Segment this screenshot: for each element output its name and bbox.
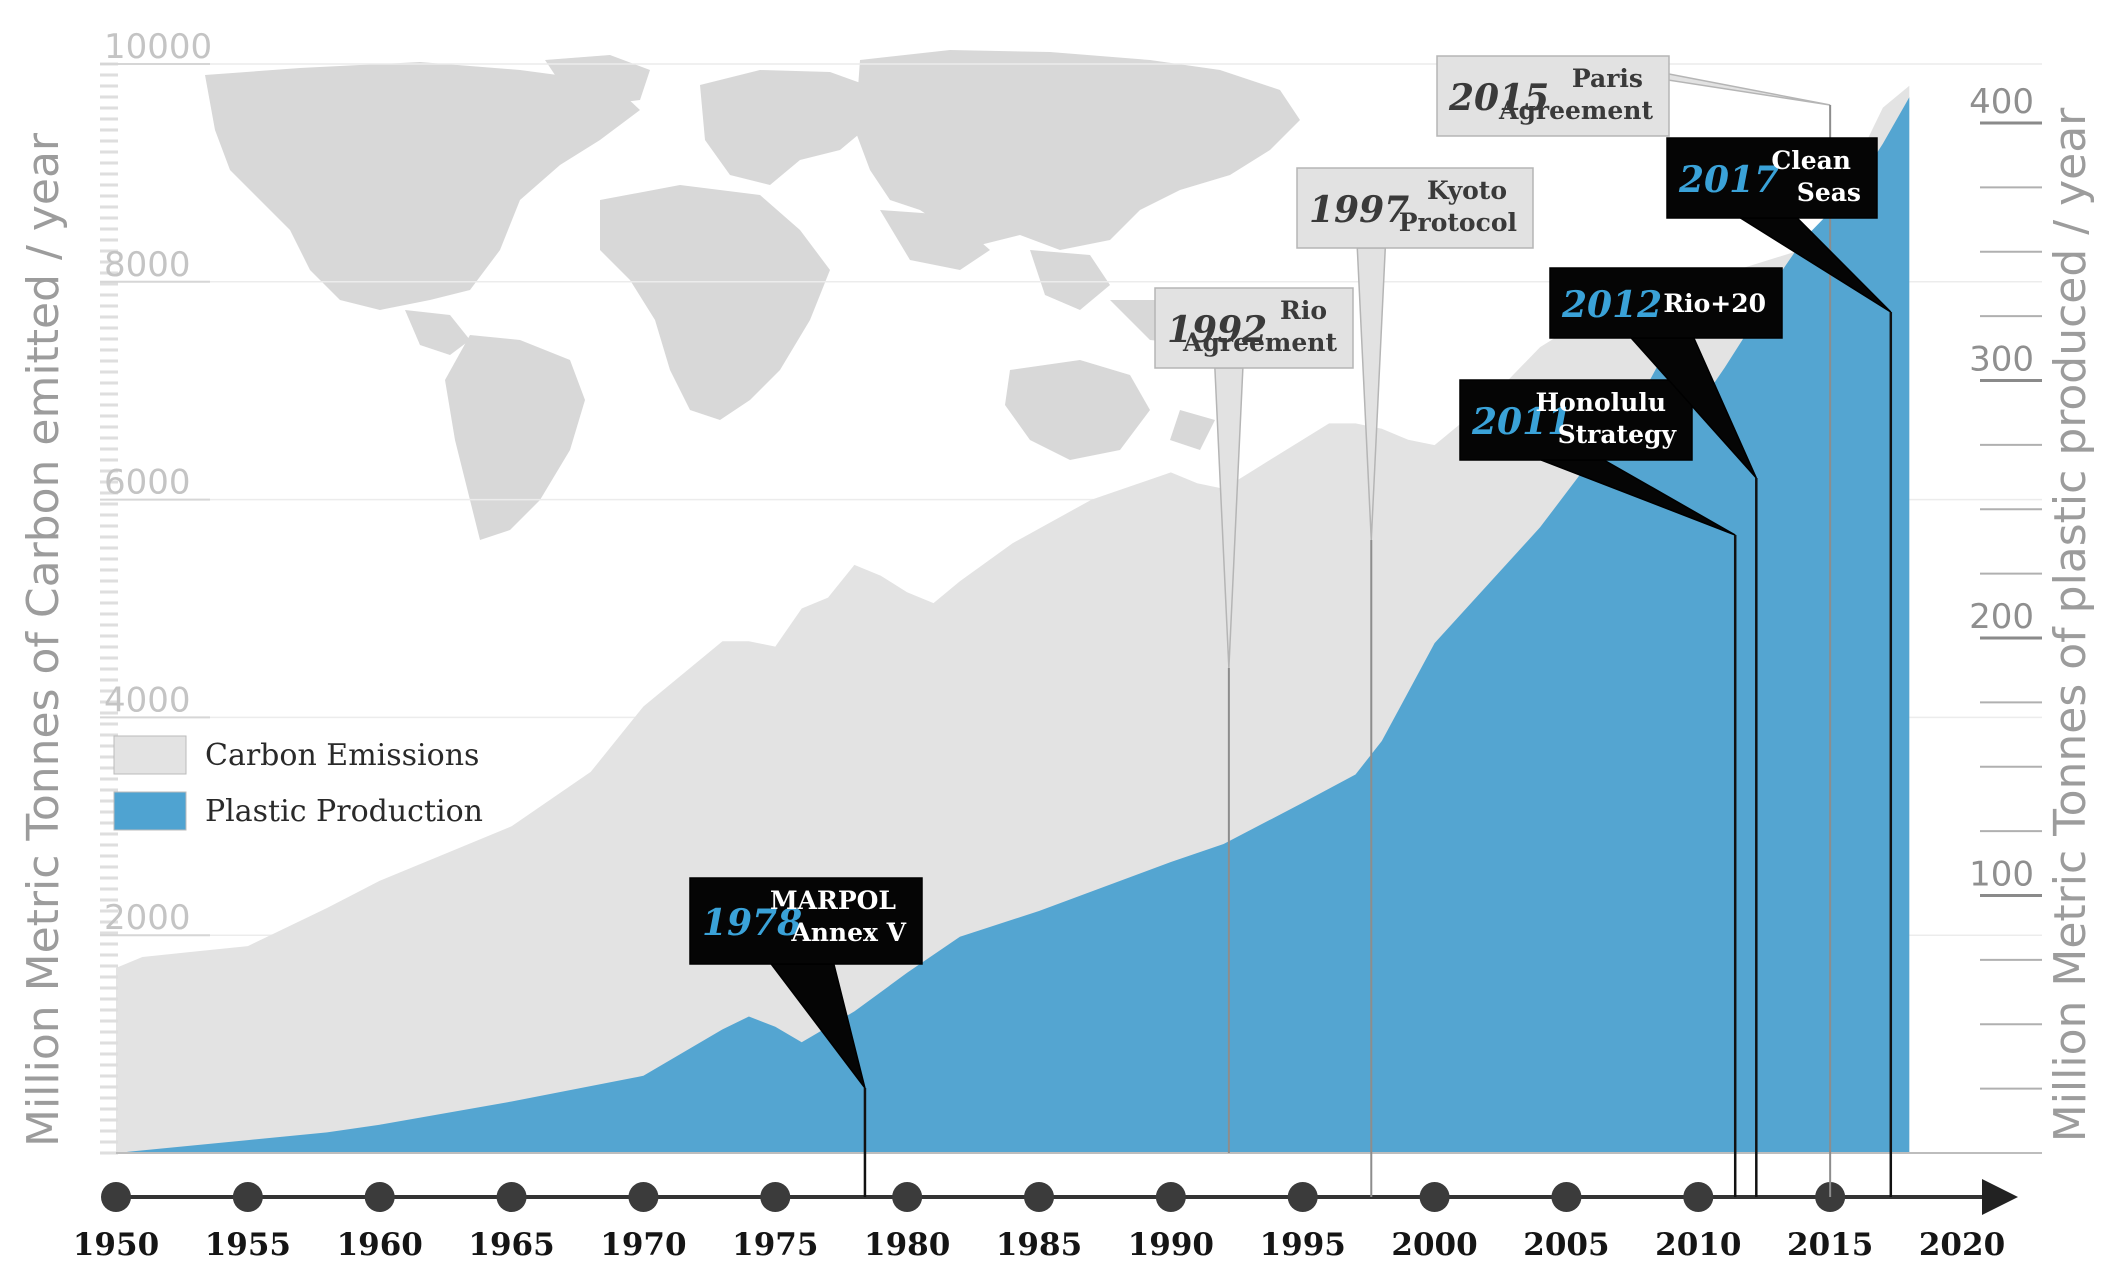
event-label: Seas [1797,178,1861,207]
callout-box [1296,167,1534,249]
x-tick-label: 1950 [73,1227,159,1263]
x-tick-label: 1960 [337,1227,423,1263]
x-tick-label: 1990 [1128,1227,1214,1263]
y2-tick-label: 100 [1969,855,2034,895]
world-map-landmass [405,310,470,355]
callout-box [1549,267,1783,339]
event-callout-2012: 2012 Rio+20 [1549,267,1783,1197]
event-label: Honolulu [1536,388,1667,417]
timeline-dot [1419,1182,1450,1212]
world-map-landmass [1170,410,1215,450]
x-tick-label: 2005 [1523,1227,1609,1263]
timeline-dot [232,1182,263,1212]
event-label: Rio+20 [1663,289,1766,318]
event-label: Strategy [1558,420,1678,449]
world-map-landmass [700,70,880,185]
event-label: Rio [1280,296,1327,325]
legend-label: Plastic Production [205,794,483,829]
legend-label: Carbon Emissions [205,738,479,773]
event-label: Annex V [790,918,906,947]
event-year: 1978 [702,902,802,944]
event-year: 2012 [1561,284,1662,326]
world-map-landmass [1030,250,1110,310]
world-map-landmass [205,62,640,310]
y-tick-label: 2000 [104,898,191,938]
world-map-landmass [855,50,1300,250]
event-callout-2015: 2015 Paris Agreement [1436,55,1832,1197]
x-tick-label: 1995 [1260,1227,1346,1263]
y-tick-label: 6000 [104,463,191,503]
event-callout-1992: 1992 Rio Agreement [1154,287,1354,1153]
timeline-arrow-icon [1982,1179,2018,1215]
event-year: 2015 [1448,77,1549,119]
y2-axis-title: Million Metric Tonnes of plastic produce… [2045,107,2096,1142]
timeline-dot [760,1182,791,1212]
x-tick-label: 1955 [205,1227,291,1263]
axes: 2000 4000 6000 8000 10000 100 200 300 400 1950 195… [73,27,2042,1263]
event-label: Protocol [1399,208,1517,237]
timeline-dot [101,1182,131,1212]
axis-titles: Million Metric Tonnes of Carbon emitted … [18,107,2096,1147]
event-year: 2011 [1471,401,1572,443]
callout-box [1436,55,1670,137]
event-year: 1992 [1167,309,1267,351]
y-tick-label: 8000 [104,245,191,285]
timeline-dot [496,1182,527,1212]
legend-swatch [113,735,187,775]
x-tick-label: 1975 [732,1227,818,1263]
event-label: Agreement [1498,96,1653,125]
callout-box [1666,137,1878,219]
event-label: Kyoto [1427,176,1507,205]
event-callout-1997: 1997 Kyoto Protocol [1296,167,1534,1197]
timeline-dot [628,1182,659,1212]
event-label: Paris [1572,64,1643,93]
event-year: 2017 [1678,159,1779,201]
event-label: Agreement [1182,328,1337,357]
x-tick-label: 1985 [996,1227,1082,1263]
x-tick-label: 1970 [600,1227,686,1263]
timeline-dot [364,1182,395,1212]
plot-areas [116,85,1910,1153]
y2-tick-label: 200 [1969,597,2034,637]
timeline-dot [1551,1182,1582,1212]
x-tick-label: 2020 [1919,1227,2005,1263]
legend: Carbon Emissions Plastic Production [113,735,483,831]
timeline-dot [1683,1182,1714,1212]
world-map-landmass [880,210,990,270]
y-tick-label: 4000 [104,680,191,720]
plastic-production-area [116,97,1910,1153]
timeline-dot [892,1182,923,1212]
world-map-landmass [600,185,830,420]
y2-tick-label: 300 [1969,340,2034,380]
world-map-landmass [545,55,650,105]
x-tick-label: 1965 [468,1227,554,1263]
event-label: MARPOL [770,886,896,915]
callout-box [1459,379,1693,461]
event-label: Clean [1771,146,1851,175]
x-tick-label: 2000 [1391,1227,1477,1263]
y-axis-title: Million Metric Tonnes of Carbon emitted … [18,132,69,1147]
callout-box [689,877,923,965]
world-map-landmass [1005,360,1150,460]
x-tick-label: 2015 [1787,1227,1873,1263]
timeline-dot [1287,1182,1318,1212]
timeline-dot [1024,1182,1054,1212]
event-year: 1997 [1309,189,1409,231]
y-tick-label: 10000 [104,27,212,67]
x-tick-label: 2010 [1655,1227,1741,1263]
callout-box [1154,287,1354,369]
legend-swatch [113,791,187,831]
y2-tick-label: 400 [1969,82,2034,122]
world-map-silhouette [205,50,1300,540]
x-tick-label: 1980 [864,1227,950,1263]
timeline-dot [1155,1182,1186,1212]
world-map-landmass [445,335,585,540]
